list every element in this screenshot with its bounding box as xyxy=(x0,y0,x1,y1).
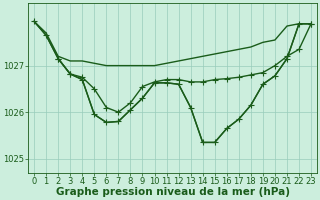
X-axis label: Graphe pression niveau de la mer (hPa): Graphe pression niveau de la mer (hPa) xyxy=(56,187,290,197)
